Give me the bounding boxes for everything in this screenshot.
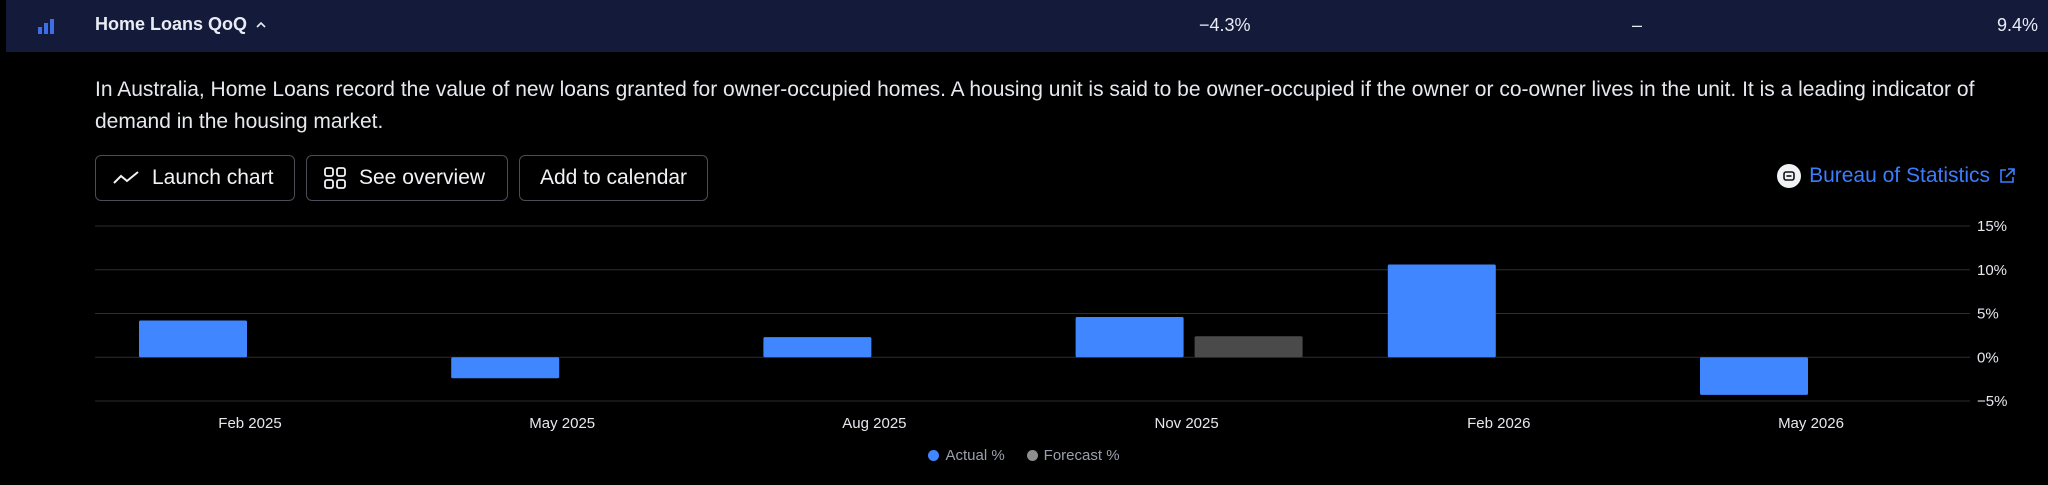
chart-legend: Actual % Forecast %: [0, 447, 2048, 464]
indicator-description: In Australia, Home Loans record the valu…: [95, 78, 1975, 133]
grid-icon: [324, 167, 346, 189]
actual-bar[interactable]: [1700, 357, 1808, 395]
legend-forecast[interactable]: Forecast %: [1026, 447, 1120, 464]
y-tick-label: 15%: [1977, 218, 2007, 235]
y-tick-label: −5%: [1977, 393, 2007, 410]
home-loans-bar-chart: 15% 10% 5% 0% −5% Feb 2025 May 2025 Aug 2025 Nov…: [95, 218, 2007, 432]
source-logo-icon: [1777, 164, 1802, 188]
actual-bar[interactable]: [763, 337, 872, 358]
forecast-value: –: [1632, 15, 1643, 35]
indicator-title: Home Loans QoQ: [95, 14, 248, 34]
y-tick-label: 0%: [1977, 349, 1999, 366]
x-tick-label: Aug 2025: [842, 415, 906, 432]
line-chart-icon: [113, 171, 139, 184]
x-tick-label: Feb 2026: [1467, 415, 1530, 432]
actual-value: −4.3%: [1199, 15, 1251, 35]
see-overview-button[interactable]: See overview: [306, 155, 508, 201]
y-tick-label: 10%: [1977, 262, 2007, 279]
actual-bar[interactable]: [1387, 264, 1496, 358]
actual-bar[interactable]: [139, 320, 247, 358]
indicator-row-header[interactable]: Home Loans QoQ −4.3% – 9.4%: [6, 0, 2048, 52]
chevron-up-icon: [256, 21, 266, 28]
bar-chart-icon: [30, 15, 60, 37]
x-tick-label: Feb 2025: [218, 415, 281, 432]
source-label: Bureau of Statistics: [1809, 164, 1990, 187]
see-overview-label: See overview: [359, 166, 486, 189]
add-to-calendar-button[interactable]: Add to calendar: [519, 155, 708, 201]
y-tick-label: 5%: [1977, 306, 1999, 323]
launch-chart-label: Launch chart: [152, 166, 274, 189]
legend-actual[interactable]: Actual %: [928, 447, 1005, 464]
x-tick-label: May 2025: [529, 415, 595, 432]
actual-bar[interactable]: [451, 357, 560, 379]
add-to-calendar-label: Add to calendar: [539, 166, 688, 189]
legend-actual-label: Actual %: [945, 447, 1005, 464]
forecast-bar[interactable]: [1194, 336, 1303, 358]
previous-value: 9.4%: [1996, 15, 2038, 35]
x-tick-label: Nov 2025: [1154, 415, 1218, 432]
launch-chart-button[interactable]: Launch chart: [95, 155, 295, 201]
legend-forecast-label: Forecast %: [1043, 447, 1120, 464]
legend-actual-dot: [928, 450, 940, 461]
external-link-icon: [2000, 168, 2015, 183]
source-link[interactable]: Bureau of Statistics: [1777, 164, 2016, 188]
x-tick-label: May 2026: [1778, 415, 1844, 432]
actual-bar[interactable]: [1075, 317, 1184, 358]
legend-forecast-dot: [1026, 450, 1038, 461]
indicator-title-toggle[interactable]: Home Loans QoQ: [95, 14, 267, 35]
